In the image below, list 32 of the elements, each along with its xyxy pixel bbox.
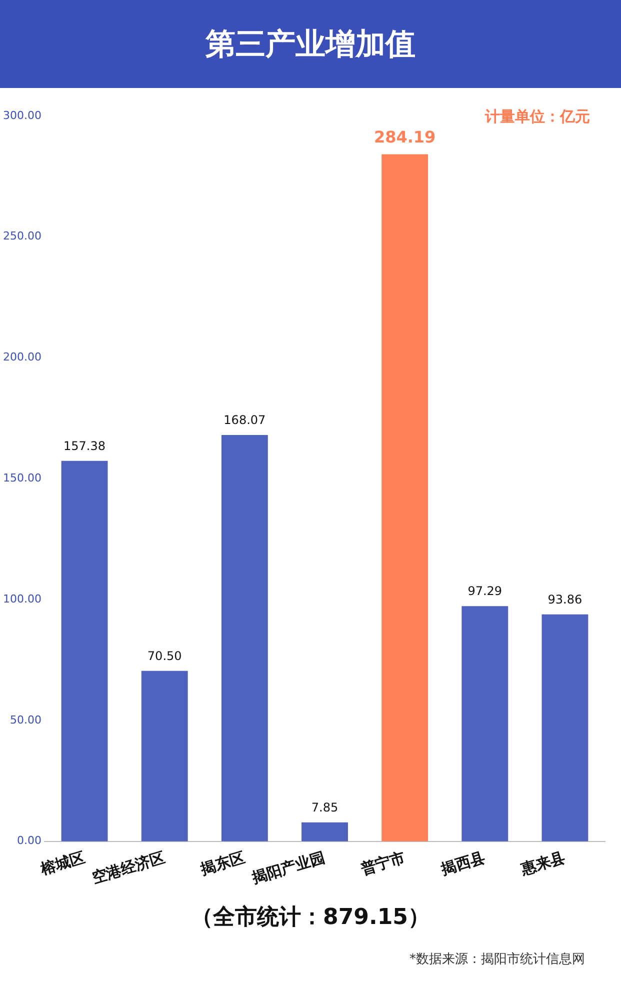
bar	[382, 154, 428, 842]
y-tick-label: 250.00	[2, 230, 42, 243]
x-tick-label: 揭东区	[198, 848, 247, 879]
y-tick-label: 50.00	[10, 713, 42, 726]
bar	[141, 670, 188, 842]
bar	[302, 822, 348, 842]
data-label: 157.38	[64, 438, 106, 453]
x-tick-label: 空港经济区	[90, 848, 167, 887]
data-label: 97.29	[468, 584, 502, 598]
y-tick-label: 300.00	[2, 108, 42, 122]
x-tick-label: 榕城区	[38, 848, 87, 879]
bar	[61, 460, 108, 842]
y-tick-label: 0.00	[16, 834, 42, 848]
x-tick-label: 揭西县	[438, 848, 488, 879]
chart-title: 第三产业增加值	[0, 0, 621, 88]
data-label: 93.86	[548, 592, 582, 607]
y-tick-label: 100.00	[2, 592, 42, 606]
y-tick-label: 150.00	[2, 472, 42, 485]
data-label: 70.50	[147, 648, 182, 663]
data-label: 7.85	[311, 800, 338, 814]
y-tick-label: 200.00	[2, 350, 42, 364]
data-label: 284.19	[374, 127, 436, 146]
text: *数据来源：揭阳市统计信息网	[410, 951, 585, 968]
data-label: 168.07	[224, 413, 266, 428]
annotation: 计量单位：亿元	[484, 107, 590, 126]
bar	[221, 434, 268, 842]
text: （全市统计：879.15）	[190, 904, 431, 932]
x-tick-label: 揭阳产业园	[249, 848, 327, 888]
bar	[462, 606, 508, 842]
x-tick-label: 惠来县	[518, 848, 568, 879]
x-tick-label: 普宁市	[358, 848, 408, 879]
bar	[542, 614, 588, 842]
